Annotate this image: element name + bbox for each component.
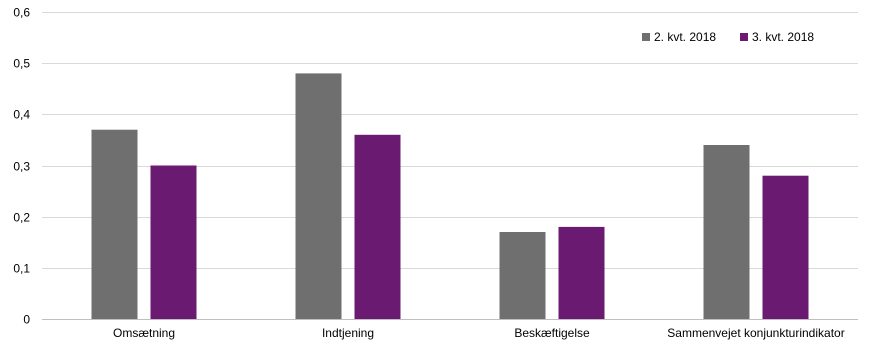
- bar-1-3: [499, 232, 546, 319]
- x-category-label: Omsætning: [113, 326, 175, 340]
- bars: [91, 73, 809, 320]
- legend-swatch: [642, 33, 650, 41]
- bar-1-1: [91, 129, 138, 319]
- legend: 2. kvt. 2018 3. kvt. 2018: [642, 30, 814, 44]
- y-axis-ticks: 0 0,1 0,2 0,3 0,4 0,5 0,6: [13, 6, 30, 327]
- legend-swatch: [740, 33, 748, 41]
- bar-2-2: [354, 134, 401, 319]
- x-category-label: Sammenvejet konjunkturindikator: [667, 326, 844, 340]
- y-tick-label: 0,3: [13, 160, 30, 174]
- y-tick-label: 0,1: [13, 262, 30, 276]
- legend-label: 2. kvt. 2018: [654, 30, 716, 44]
- y-tick-label: 0,4: [13, 108, 30, 122]
- bar-1-2: [295, 73, 342, 320]
- bar-2-1: [150, 165, 197, 319]
- x-axis-labels: Omsætning Indtjening Beskæftigelse Sammenve…: [113, 326, 845, 340]
- legend-label: 3. kvt. 2018: [752, 30, 814, 44]
- bar-2-4: [762, 175, 809, 319]
- x-category-label: Indtjening: [322, 326, 374, 340]
- y-tick-label: 0,5: [13, 57, 30, 71]
- bar-2-3: [558, 226, 605, 319]
- y-tick-label: 0,2: [13, 211, 30, 225]
- y-tick-label: 0: [23, 313, 30, 327]
- x-category-label: Beskæftigelse: [514, 326, 590, 340]
- bar-1-4: [703, 145, 750, 319]
- y-tick-label: 0,6: [13, 6, 30, 20]
